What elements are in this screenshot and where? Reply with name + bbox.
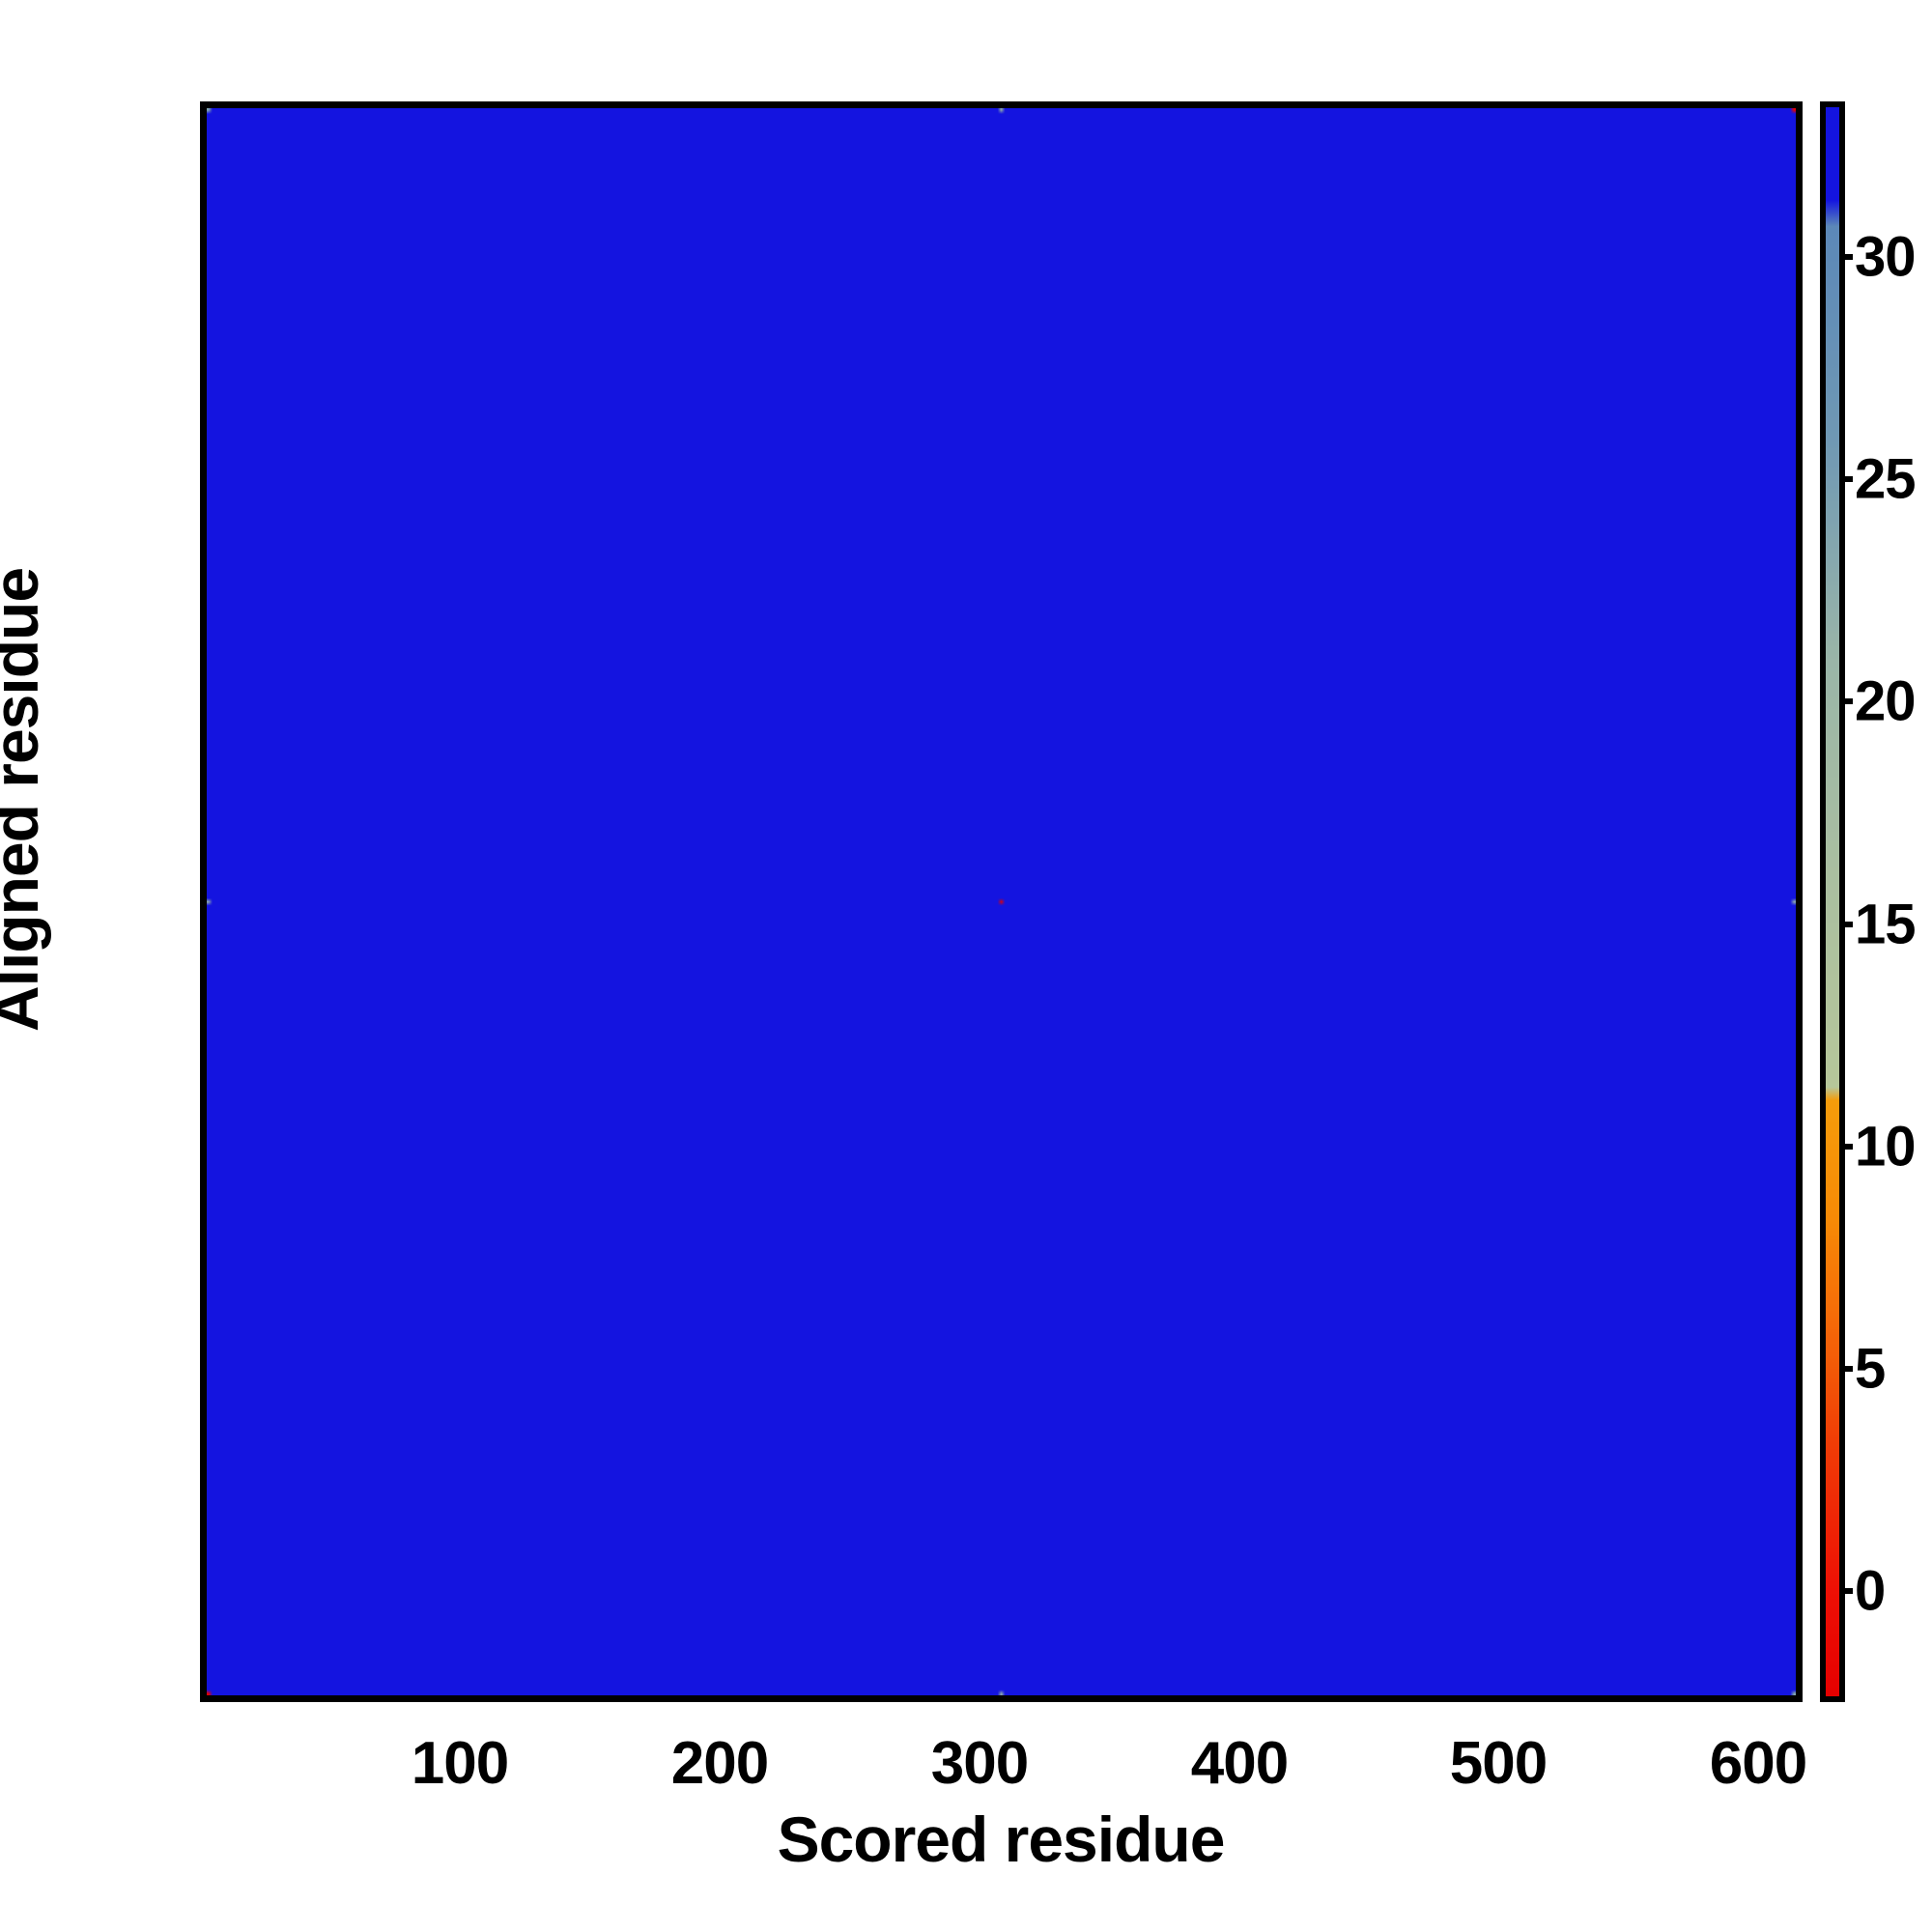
colorbar-tick-0 [1839,1587,1853,1594]
x-axis-tick-top-100 [464,101,470,108]
x-axis-tick-top-300 [983,101,990,108]
x-axis-tick-600 [1762,1695,1769,1702]
heatmap-plot-area[interactable] [200,101,1803,1702]
colorbar [1820,101,1845,1702]
x-axis-tick-200 [724,1695,730,1702]
y-axis-tick-200 [200,1190,207,1197]
x-axis-tick-500 [1502,1695,1509,1702]
colorbar-tick-5 [1839,1365,1853,1372]
x-axis-tick-300 [983,1695,990,1702]
y-axis-tick-100 [200,1450,207,1457]
colorbar-tick-25 [1839,476,1853,483]
y-axis-tick-right-300 [1796,931,1803,938]
x-axis-tick-100 [464,1695,470,1702]
colorbar-tick-label-5: 5 [1855,1337,1886,1401]
colorbar-tick-label-20: 20 [1855,669,1917,733]
y-axis-tick-right-200 [1796,1190,1803,1197]
y-axis-tick-400 [200,671,207,678]
y-axis-tick-right-500 [1796,412,1803,418]
colorbar-tick-label-25: 25 [1855,447,1917,511]
heatmap-canvas [207,108,1796,1695]
x-tick-label-600: 600 [1709,1730,1807,1797]
y-axis-tick-right-100 [1796,1450,1803,1457]
colorbar-tick-label-15: 15 [1855,893,1917,955]
y-axis-tick-600 [200,152,207,158]
x-axis-tick-top-600 [1762,101,1769,108]
x-tick-label-300: 300 [930,1730,1029,1797]
colorbar-tick-label-30: 30 [1855,225,1917,289]
x-tick-label-200: 200 [670,1730,769,1797]
x-axis-tick-top-400 [1243,101,1250,108]
x-tick-label-500: 500 [1449,1730,1548,1797]
x-axis-title: Scored residue [777,1804,1226,1875]
colorbar-tick-15 [1839,921,1853,927]
colorbar-tick-20 [1839,698,1853,705]
colorbar-tick-label-10: 10 [1855,1115,1917,1179]
colorbar-tick-label-0: 0 [1855,1559,1886,1623]
x-axis-tick-top-200 [724,101,730,108]
y-axis-tick-500 [200,412,207,418]
x-axis-tick-top-500 [1502,101,1509,108]
colorbar-tick-30 [1839,254,1853,261]
colorbar-tick-10 [1839,1143,1853,1150]
colorbar-gradient [1826,107,1839,1696]
y-axis-tick-right-600 [1796,152,1803,158]
y-axis-tick-300 [200,931,207,938]
y-axis-title: Aligned residue [0,567,51,1033]
y-axis-tick-right-400 [1796,671,1803,678]
x-axis-tick-400 [1243,1695,1250,1702]
x-tick-label-100: 100 [411,1730,509,1797]
colorbar-container: 0 5 10 15 20 25 30 [1820,101,1917,1702]
x-tick-label-400: 400 [1190,1730,1289,1797]
